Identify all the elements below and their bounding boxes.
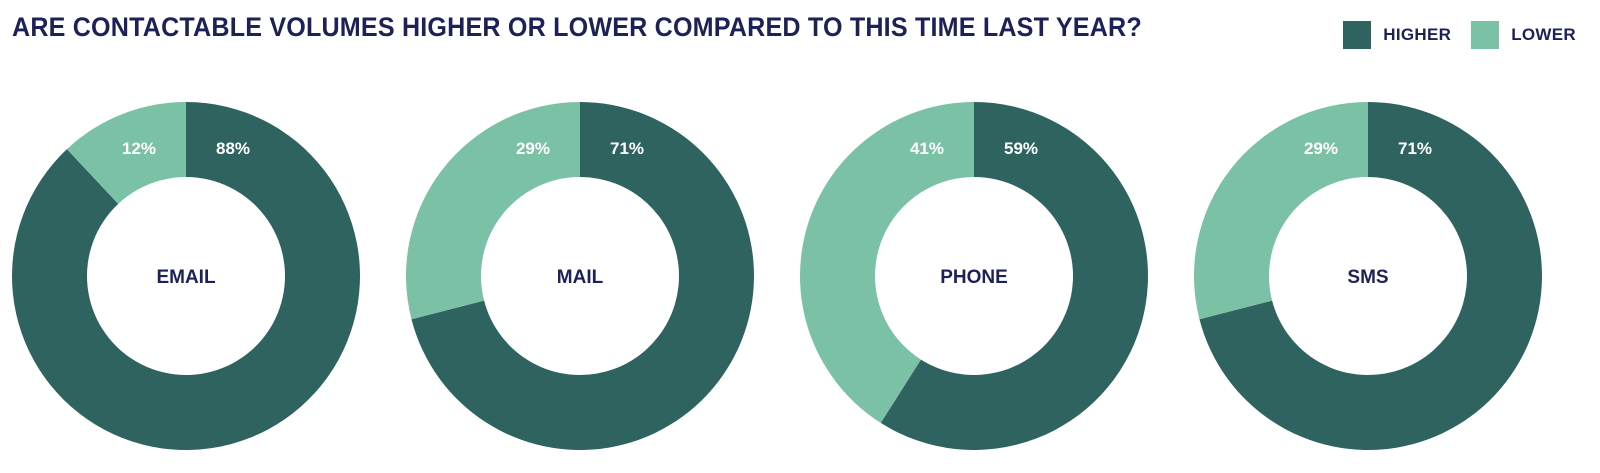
legend-label-lower: LOWER	[1511, 25, 1576, 44]
legend: HIGHER LOWER	[1323, 20, 1576, 50]
slice-lower-phone	[799, 102, 974, 423]
donut-email: 88% 12% EMAIL	[11, 102, 361, 451]
center-label-sms: SMS	[1347, 267, 1388, 288]
slice-label-higher-phone: 59%	[1004, 139, 1038, 158]
chart-title: ARE CONTACTABLE VOLUMES HIGHER OR LOWER …	[12, 12, 1142, 42]
slice-label-lower-phone: 41%	[910, 139, 944, 158]
legend-swatch-lower	[1471, 21, 1500, 49]
slice-label-lower-sms: 29%	[1304, 139, 1338, 158]
center-label-phone: PHONE	[940, 267, 1008, 288]
slice-lower-email	[66, 102, 186, 204]
legend-swatch-higher	[1343, 21, 1372, 49]
donut-sms: 71% 29% SMS	[1194, 102, 1543, 450]
slice-higher-mail	[411, 102, 754, 450]
slice-lower-sms	[1194, 102, 1368, 320]
slice-label-lower-mail: 29%	[516, 139, 550, 158]
slice-label-lower-email: 12%	[122, 139, 156, 158]
legend-item-higher: HIGHER	[1343, 21, 1451, 49]
slice-label-higher-mail: 71%	[610, 139, 644, 158]
donut-mail: 71% 29% MAIL	[406, 102, 754, 450]
slice-higher-phone	[880, 102, 1148, 451]
slice-label-higher-sms: 71%	[1398, 139, 1432, 158]
legend-item-lower: LOWER	[1471, 21, 1576, 49]
center-label-email: EMAIL	[156, 267, 216, 288]
center-label-mail: MAIL	[557, 267, 604, 288]
slice-label-higher-email: 88%	[216, 139, 250, 158]
legend-label-higher: HIGHER	[1383, 25, 1452, 44]
donut-phone: 59% 41% PHONE	[799, 102, 1148, 451]
slice-lower-mail	[406, 102, 580, 320]
slice-higher-email	[11, 102, 361, 451]
slice-higher-sms	[1199, 102, 1543, 450]
